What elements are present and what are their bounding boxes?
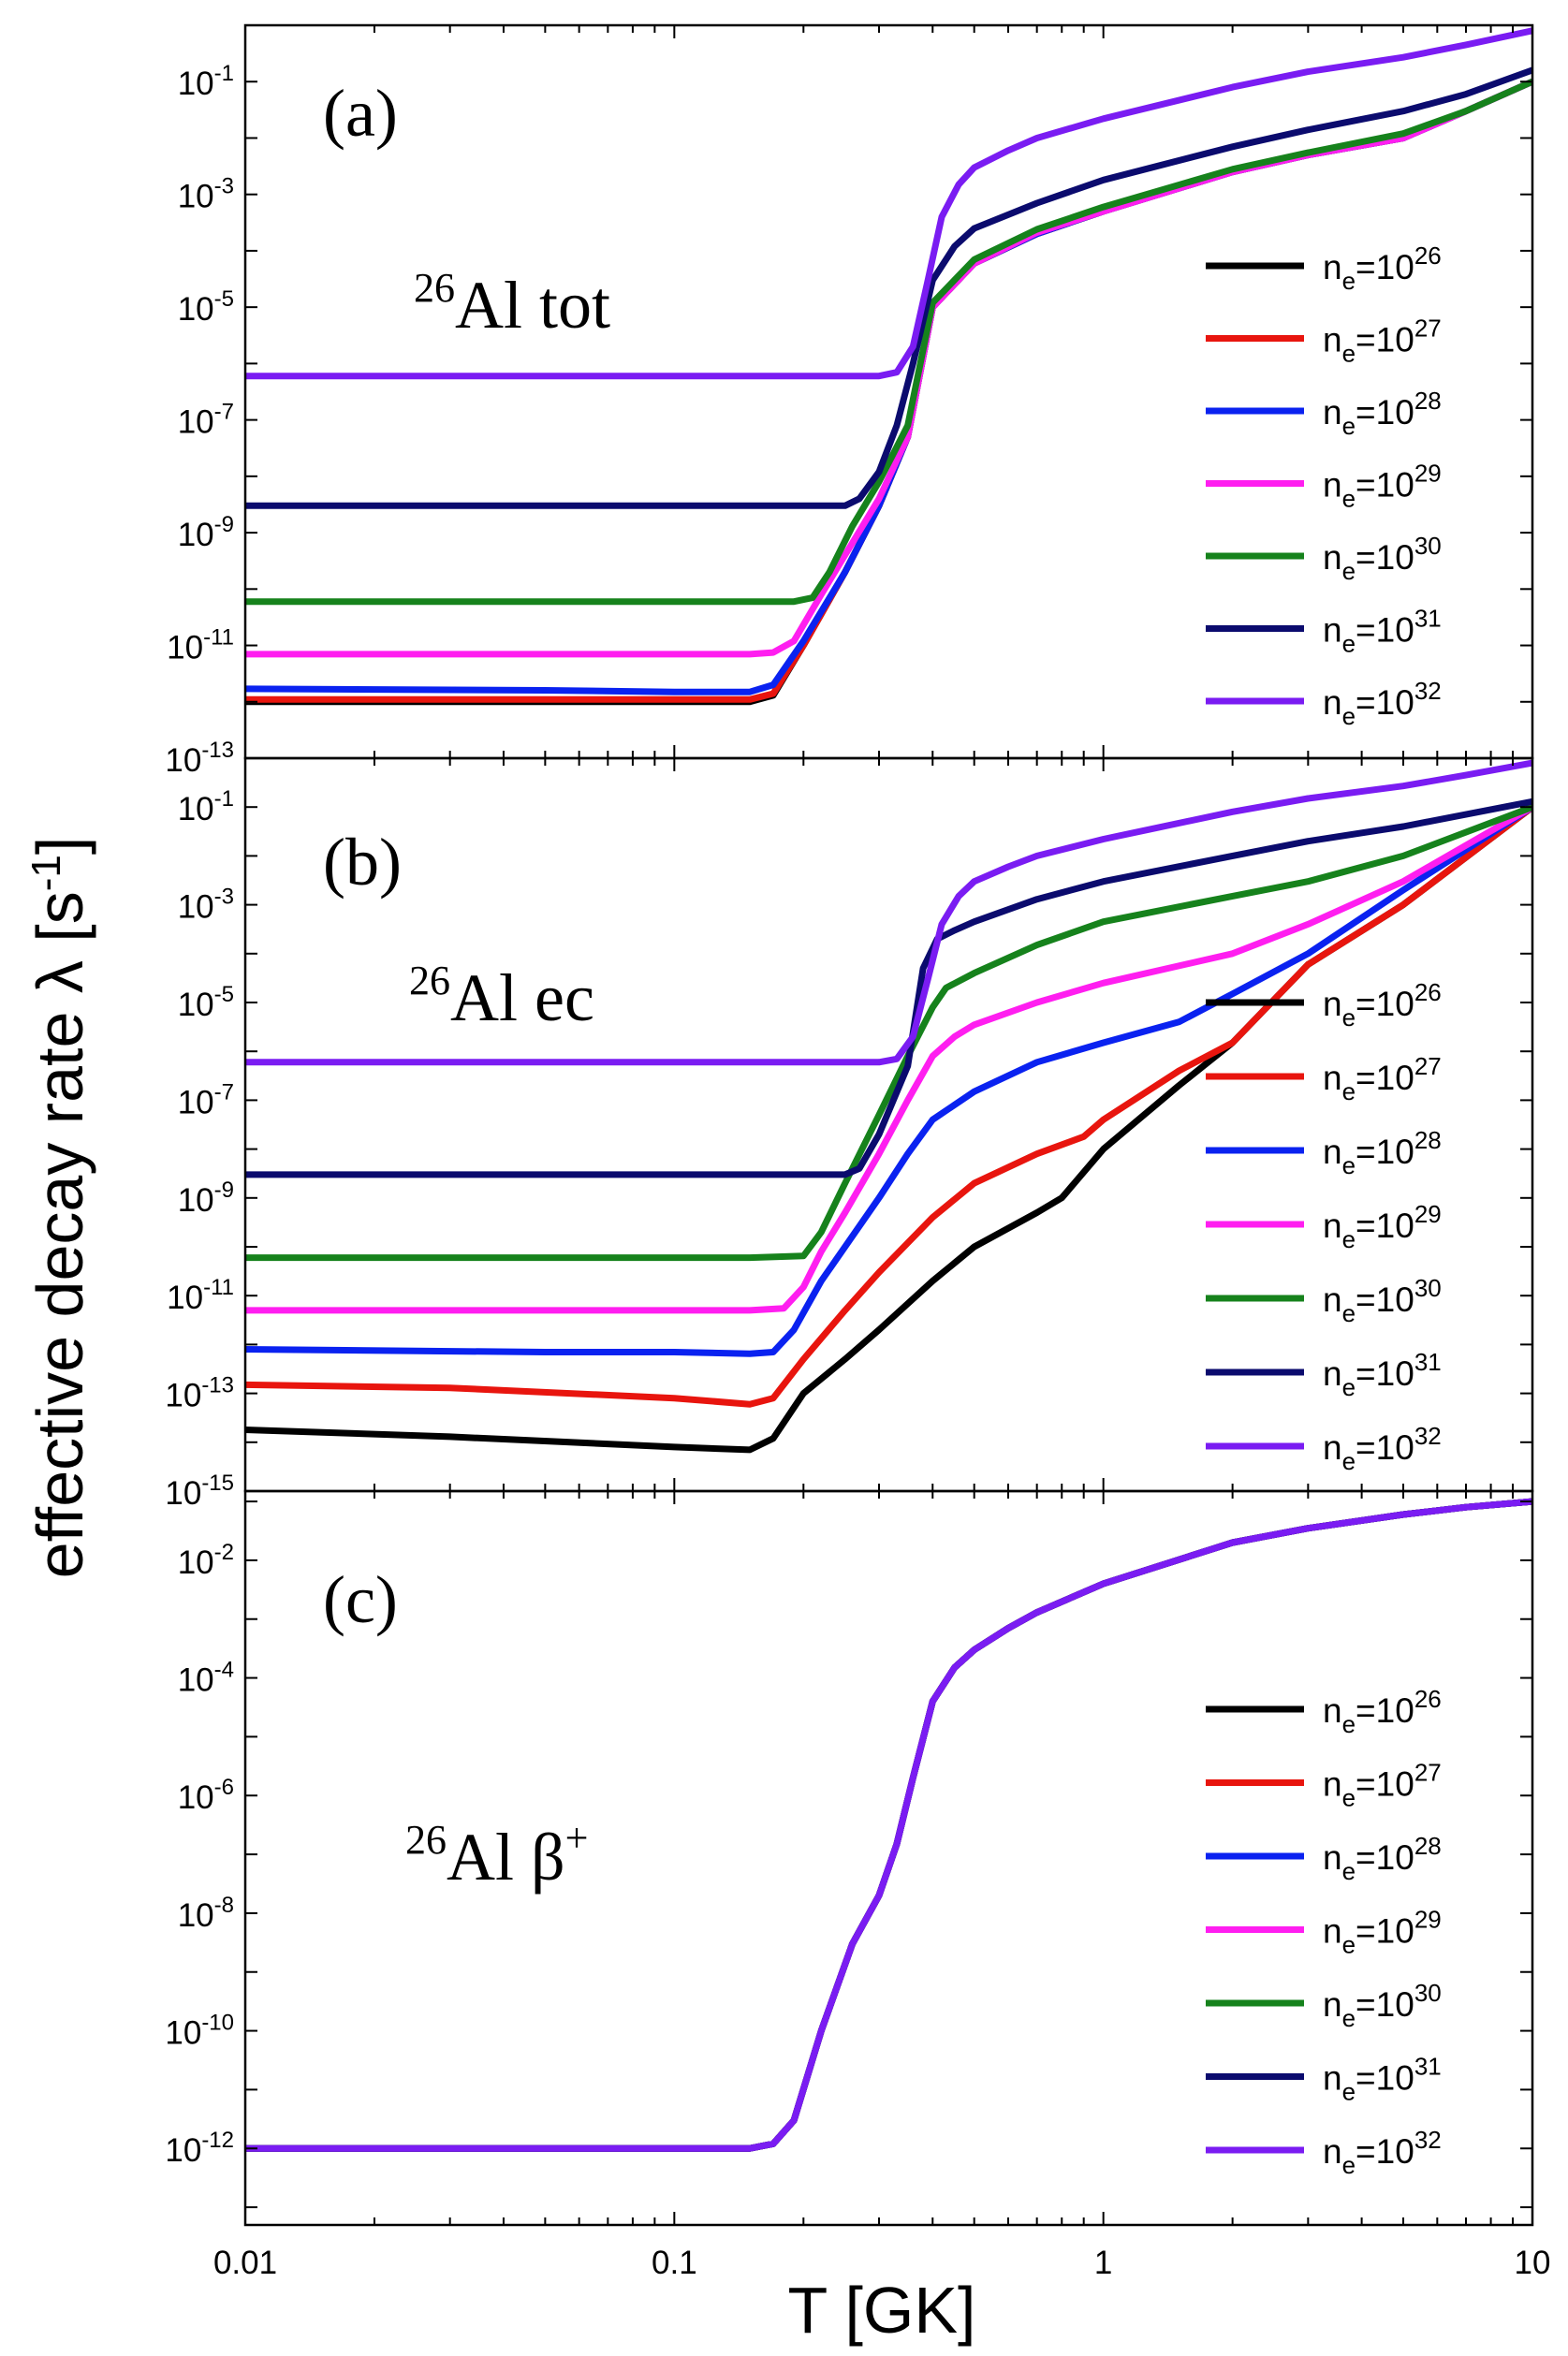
panel-annotation: 26Al tot xyxy=(414,265,610,343)
y-tick-label: 10-3 xyxy=(178,885,234,926)
y-tick-label: 10-6 xyxy=(178,1775,234,1816)
legend-label: ne=1030 xyxy=(1323,1274,1442,1327)
legend-label: ne=1030 xyxy=(1323,1979,1442,2032)
legend-label: ne=1026 xyxy=(1323,241,1442,295)
y-axis-title: effective decay rate λ [s-1] xyxy=(23,837,97,1579)
y-tick-label: 10-3 xyxy=(178,174,234,215)
legend-label: ne=1031 xyxy=(1323,1348,1442,1401)
legend-label: ne=1026 xyxy=(1323,978,1442,1032)
y-tick-label: 10-7 xyxy=(178,400,234,441)
panel-annotation: 26Al β+ xyxy=(405,1815,588,1895)
panel-label: (c) xyxy=(323,1562,398,1637)
panel-a: 10-13 10-11 10-9 10-7 10-5 10-3 10-1 (a) 26Al to… xyxy=(165,23,1534,779)
y-tick-label: 10-8 xyxy=(178,1893,234,1934)
y-tick-label: 10-5 xyxy=(178,982,234,1023)
series-line-a-27 xyxy=(245,79,1532,703)
legend-label: ne=1031 xyxy=(1323,2053,1442,2106)
y-tick-label: 10-5 xyxy=(178,286,234,328)
legend-label: ne=1028 xyxy=(1323,387,1442,440)
legend-label: ne=1029 xyxy=(1323,1200,1442,1253)
legend-label: ne=1026 xyxy=(1323,1685,1442,1738)
legend-label: ne=1032 xyxy=(1323,1422,1442,1475)
legend-label: ne=1031 xyxy=(1323,605,1442,658)
legend-label: ne=1027 xyxy=(1323,1759,1442,1812)
legend-label: ne=1030 xyxy=(1323,532,1442,585)
y-tick-label: 10-10 xyxy=(165,2011,234,2052)
legend-label: ne=1032 xyxy=(1323,677,1442,730)
plot-frame-c xyxy=(243,1489,1534,2227)
panel-label: (a) xyxy=(323,76,398,151)
y-tick-label: 10-9 xyxy=(178,512,234,553)
y-tick-label: 10-13 xyxy=(165,738,234,779)
x-tick-label: 0.01 xyxy=(213,2245,277,2281)
y-tick-label: 10-9 xyxy=(178,1178,234,1219)
y-tick-label: 10-1 xyxy=(178,786,234,827)
series-line-b-29 xyxy=(245,804,1532,1314)
legend-label: ne=1029 xyxy=(1323,460,1442,513)
series-line-b-27 xyxy=(245,804,1532,1408)
series-line-b-28 xyxy=(245,804,1532,1357)
y-tick-label: 10-2 xyxy=(178,1540,234,1581)
series-line-c-32 xyxy=(245,1498,1532,2152)
series-line-a-26 xyxy=(245,79,1532,706)
legend-label: ne=1028 xyxy=(1323,1126,1442,1179)
y-tick-label: 10-13 xyxy=(165,1373,234,1414)
x-tick-label: 10 xyxy=(1515,2245,1551,2281)
legend-label: ne=1028 xyxy=(1323,1832,1442,1885)
y-tick-label: 10-15 xyxy=(165,1471,234,1512)
panel-annotation: 26Al ec xyxy=(409,958,594,1035)
panel-b: 10-15 10-13 10-11 10-9 10-7 10-5 10-3 10-1 (b)26… xyxy=(165,756,1534,1512)
series-line-b-30 xyxy=(245,803,1532,1262)
x-axis-title: T [GK] xyxy=(788,2274,976,2347)
legend-label: ne=1027 xyxy=(1323,1052,1442,1105)
y-tick-label: 10-1 xyxy=(178,61,234,102)
series-line-b-32 xyxy=(245,759,1532,1066)
panel-label: (b) xyxy=(323,825,402,900)
series-line-a-32 xyxy=(245,27,1532,380)
x-tick-label: 0.1 xyxy=(652,2245,697,2281)
series-line-b-31 xyxy=(245,798,1532,1178)
legend-label: ne=1029 xyxy=(1323,1906,1442,1959)
y-tick-label: 10-11 xyxy=(167,625,234,666)
x-tick-label: 1 xyxy=(1094,2245,1112,2281)
panel-c: 10-12 10-10 10-8 10-6 10-4 10-2 0.01 0.1 1 10 (c) 2… xyxy=(165,1489,1551,2281)
y-tick-label: 10-4 xyxy=(178,1658,234,1699)
legend-label: ne=1032 xyxy=(1323,2126,1442,2179)
legend-label: ne=1027 xyxy=(1323,315,1442,368)
series-line-a-31 xyxy=(245,66,1532,509)
y-tick-label: 10-7 xyxy=(178,1079,234,1120)
series-line-a-30 xyxy=(245,79,1532,606)
y-tick-label: 10-12 xyxy=(165,2128,234,2169)
y-tick-label: 10-11 xyxy=(167,1275,234,1316)
